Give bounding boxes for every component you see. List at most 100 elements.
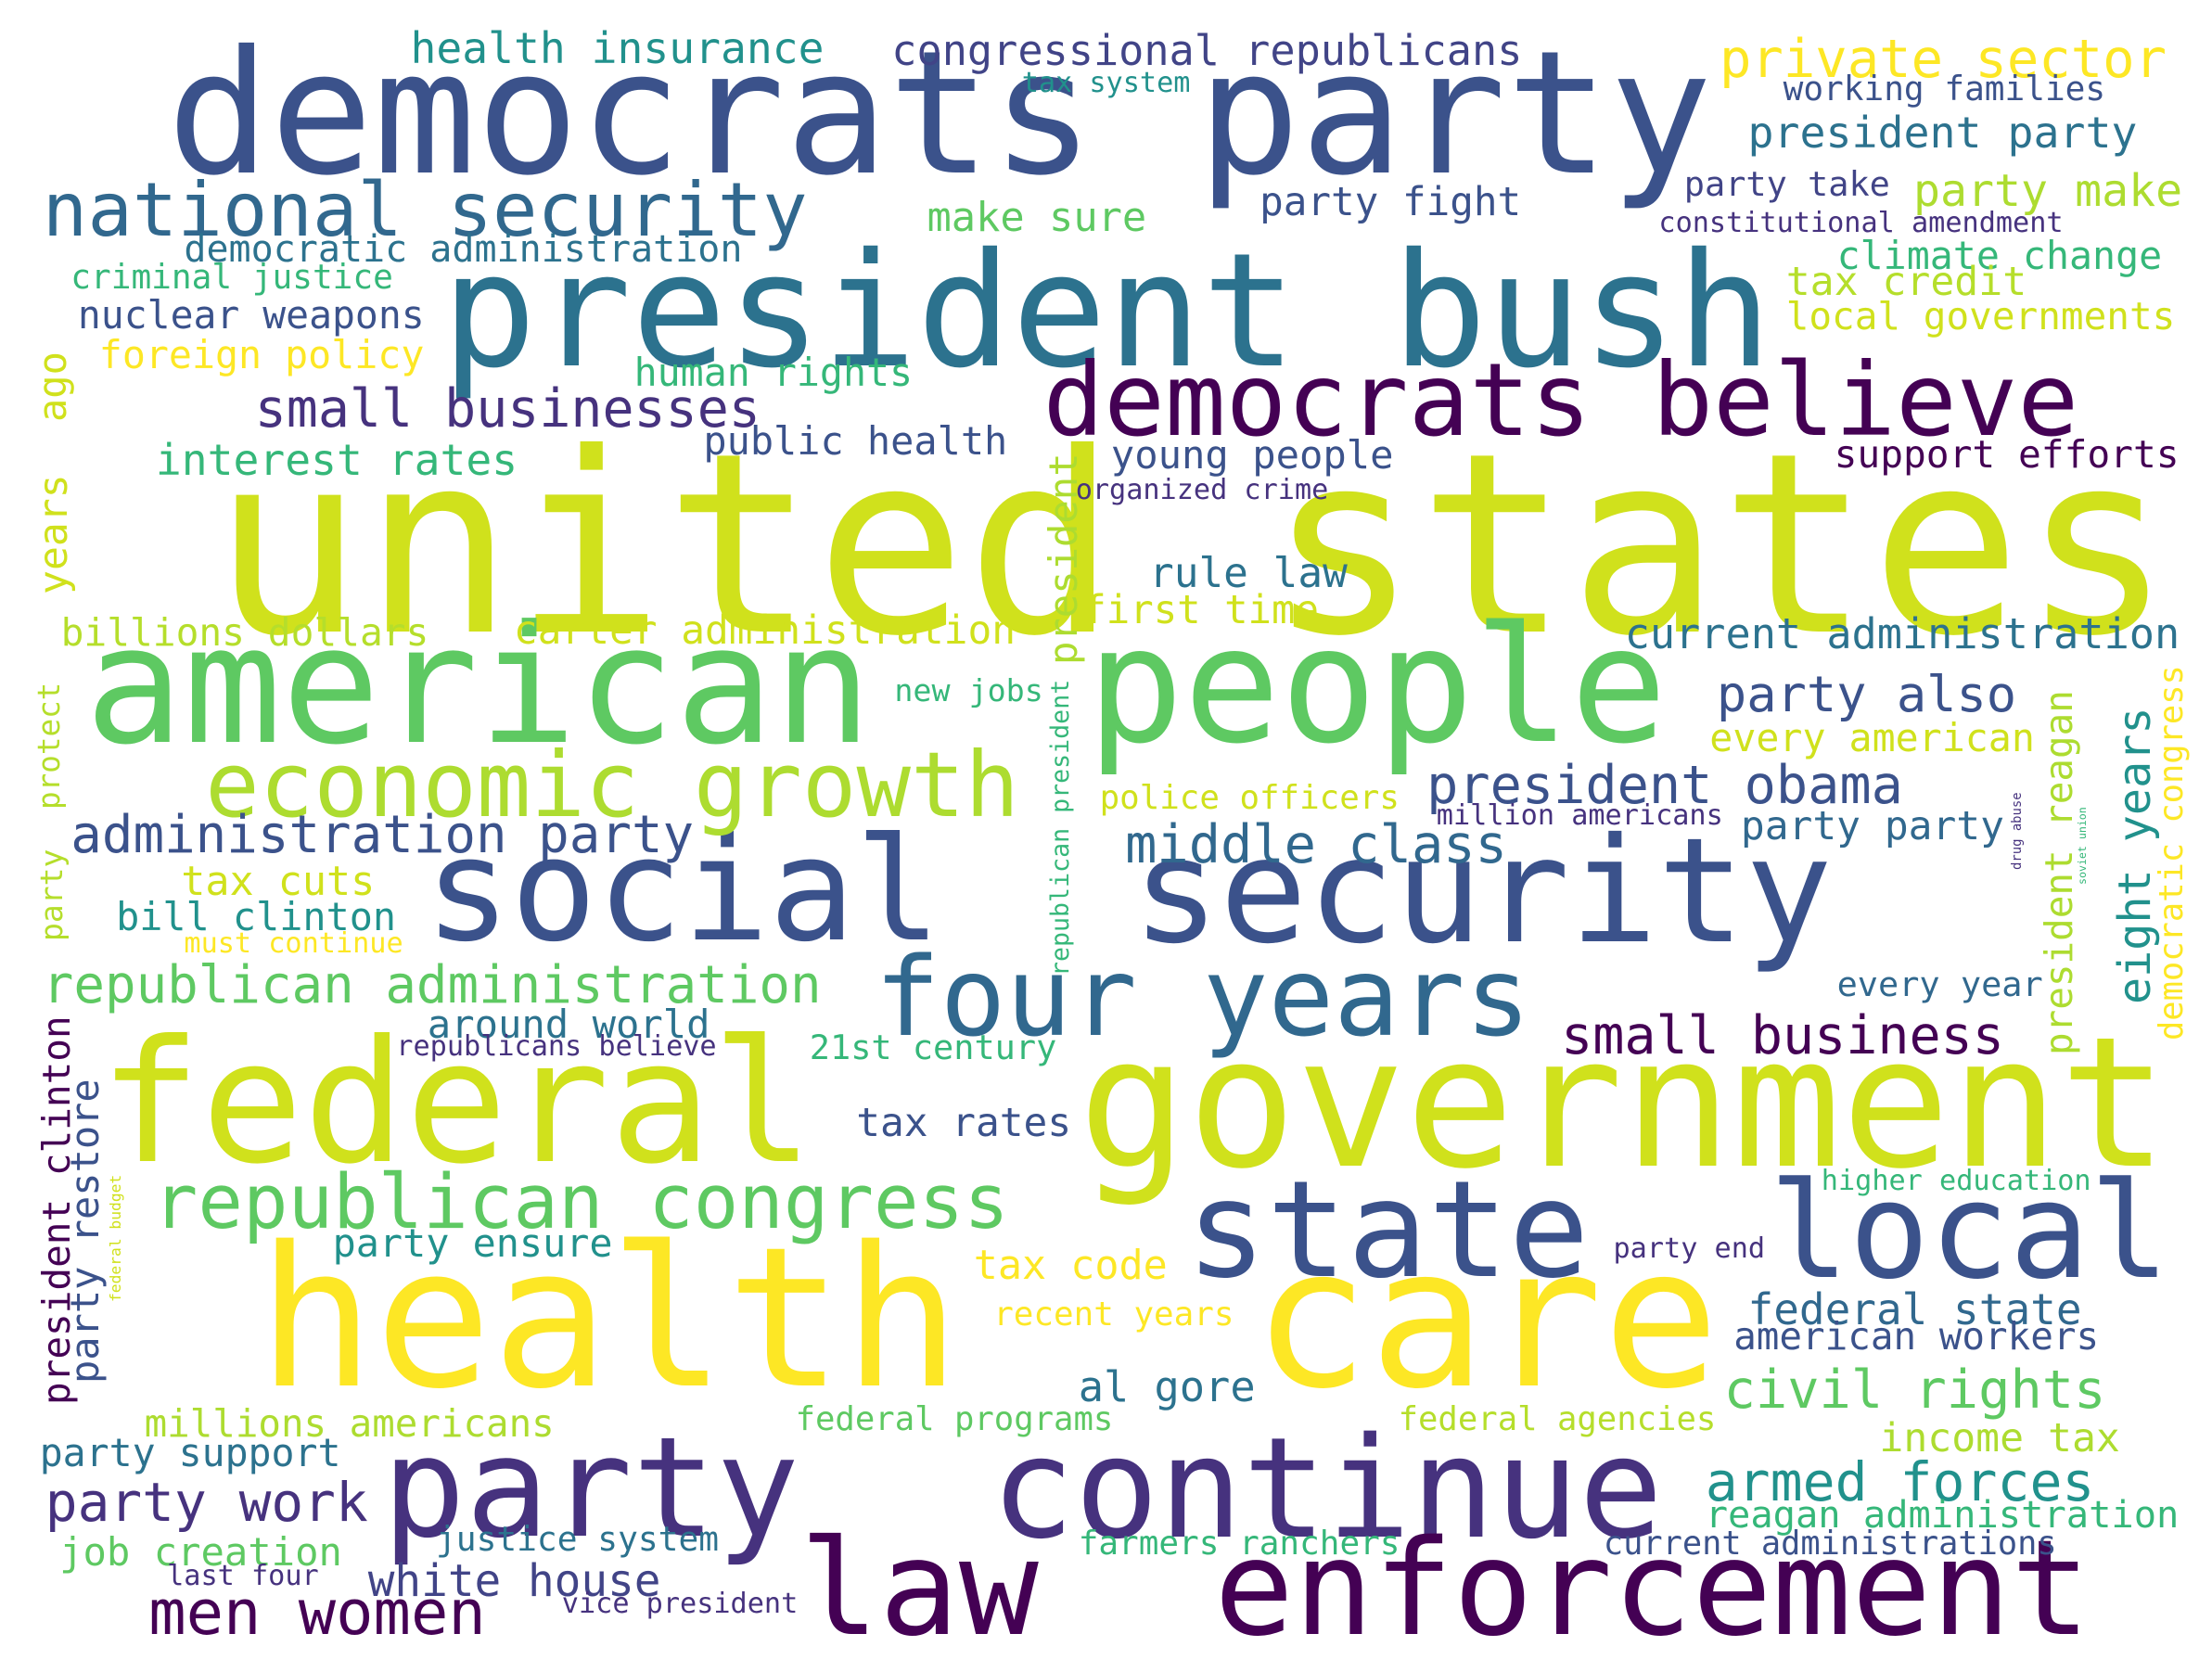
word-party-make: party make	[1913, 164, 2183, 217]
word-small-businesses: small businesses	[254, 377, 761, 440]
word-young-people: young people	[1110, 432, 1394, 479]
word-care: care	[1252, 1206, 1720, 1433]
word-higher-education: higher education	[1821, 1165, 2091, 1197]
word-health-insurance: health insurance	[410, 22, 825, 73]
word-reagan-administration: reagan administration	[1705, 1491, 2180, 1537]
word-recent-years: recent years	[993, 1295, 1234, 1334]
word-working-families: working families	[1783, 70, 2106, 109]
word-al-gore: al gore	[1078, 1361, 1256, 1411]
word-democratic-administration: democratic administration	[184, 228, 743, 272]
word-four-years: four years	[875, 934, 1531, 1061]
word-tax-code: tax code	[973, 1243, 1168, 1289]
word-people: people	[1086, 591, 1668, 779]
word-make-sure: make sure	[927, 194, 1147, 242]
word-federal-programs: federal programs	[795, 1399, 1114, 1438]
word-government: government	[1078, 998, 2168, 1209]
word-american-workers: american workers	[1733, 1313, 2100, 1359]
word-tax-rates: tax rates	[856, 1100, 1072, 1147]
word-human-rights: human rights	[633, 350, 914, 396]
word-years-vertical: years	[31, 474, 78, 594]
word-democrats-party: democrats party	[167, 14, 1713, 214]
word-law: law	[799, 1511, 1039, 1666]
word-party-vertical: party	[32, 849, 70, 941]
word-nuclear-weapons: nuclear weapons	[77, 293, 425, 338]
word-millions-americans: millions americans	[144, 1400, 555, 1446]
word-drug-abuse: drug abuse	[2010, 792, 2025, 871]
word-must-continue: must continue	[184, 926, 403, 960]
word-last-four: last four	[167, 1559, 319, 1592]
word-eight-years: eight years	[2109, 707, 2162, 1005]
word-republican-congress: republican congress	[152, 1158, 1009, 1246]
word-middle-class: middle class	[1125, 813, 1507, 875]
word-president-party: president party	[1747, 108, 2138, 159]
word-constitutional-amendment: constitutional amendment	[1658, 207, 2064, 239]
word-united-states: united states	[211, 398, 2173, 691]
word-social: social	[424, 808, 941, 975]
word-enforcement: enforcement	[1214, 1511, 2091, 1666]
word-21st-century: 21st century	[809, 1027, 1057, 1068]
word-tax-system: tax system	[1021, 66, 1191, 99]
word-congressional-republicans: congressional republicans	[891, 26, 1523, 76]
word-civil-rights: civil rights	[1723, 1359, 2106, 1421]
word-president-vertical: president	[1041, 453, 1087, 666]
word-federal-agencies: federal agencies	[1398, 1399, 1717, 1438]
word-organized-crime: organized crime	[1075, 474, 1329, 507]
word-president-obama: president obama	[1426, 755, 1903, 817]
word-carter-administration: carter administration	[513, 607, 1016, 655]
word-national-security: national security	[42, 167, 808, 255]
word-new-jobs: new jobs	[894, 672, 1043, 708]
word-police-officers: police officers	[1099, 778, 1400, 817]
word-climate-change: climate change	[1836, 232, 2163, 278]
word-local-governments: local governments	[1785, 293, 2176, 338]
word-interest-rates: interest rates	[155, 434, 518, 485]
word-job-creation: job creation	[59, 1528, 342, 1575]
word-around-world: around world	[427, 1001, 710, 1047]
word-men-women: men women	[148, 1576, 486, 1649]
word-justice-system: justice system	[436, 1519, 720, 1560]
word-health: health	[257, 1206, 961, 1432]
word-party-party: party party	[1740, 802, 2004, 849]
word-party-ensure: party ensure	[332, 1220, 613, 1267]
word-income-tax: income tax	[1879, 1415, 2120, 1462]
word-current-administration: current administration	[1624, 609, 2180, 658]
word-party-take: party take	[1683, 164, 1890, 205]
word-tax-credit: tax credit	[1785, 258, 2027, 305]
word-federal-state: federal state	[1747, 1283, 2082, 1334]
word-farmers-ranchers: farmers ranchers	[1078, 1524, 1400, 1563]
word-armed-forces: armed forces	[1705, 1450, 2095, 1514]
word-continue: continue	[991, 1407, 1663, 1570]
word-security: security	[1132, 805, 1833, 976]
word-million-americans: million americans	[1436, 799, 1723, 833]
word-republican-president: republican president	[1046, 679, 1076, 976]
word-administration-party: administration party	[70, 805, 695, 866]
word-republican-administration: republican administration	[42, 954, 822, 1015]
word-protect: protect	[32, 682, 68, 810]
word-every-american: every american	[1709, 714, 2035, 760]
word-party-also: party also	[1716, 665, 2017, 724]
word-party-restore: party restore	[62, 1078, 109, 1384]
word-support-efforts: support efforts	[1834, 432, 2180, 477]
word-american: american	[84, 590, 873, 782]
word-first-time: first time	[1082, 587, 1319, 633]
word-economic-growth: economic growth	[205, 733, 1019, 838]
word-billions-dollars: billions dollars	[60, 609, 429, 655]
word-small-business: small business	[1561, 1005, 2004, 1067]
word-current-administrations: current administrations	[1603, 1525, 2057, 1564]
word-federal-budget: federal budget	[107, 1174, 124, 1302]
word-white-house: white house	[367, 1556, 661, 1608]
word-party-work: party work	[45, 1471, 368, 1535]
word-president-reagan: president reagan	[2036, 690, 2081, 1056]
word-party-end: party end	[1613, 1232, 1766, 1266]
word-democrats-believe: democrats believe	[1042, 340, 2079, 459]
word-state: state	[1185, 1153, 1590, 1309]
word-party-support: party support	[39, 1430, 341, 1476]
word-president-bush: president bush	[441, 219, 1772, 403]
word-foreign-policy: foreign policy	[98, 332, 425, 378]
word-ago: ago	[30, 351, 76, 422]
word-republicans-believe: republicans believe	[396, 1030, 717, 1064]
word-private-sector: private sector	[1720, 29, 2167, 91]
word-democratic-congress: democratic congress	[2152, 664, 2191, 1040]
word-vice-president: vice president	[561, 1588, 799, 1621]
word-bill-clinton: bill clinton	[116, 893, 397, 939]
